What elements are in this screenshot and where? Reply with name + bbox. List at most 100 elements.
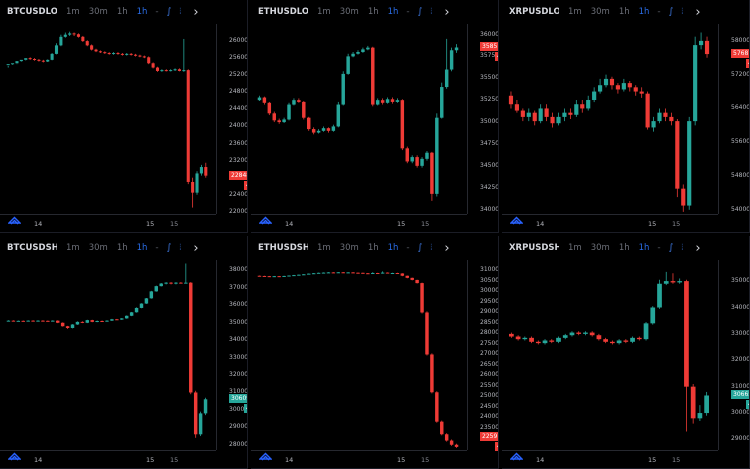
indicators-icon[interactable]: ∫ [417, 243, 423, 253]
chevron-right-icon[interactable]: › [193, 4, 199, 20]
candle-body [650, 307, 656, 324]
chart-type-dropdown[interactable]: - [155, 243, 159, 253]
indicators-icon[interactable]: ∫ [668, 243, 674, 253]
candle-body [189, 282, 193, 393]
timeframe-button[interactable]: 1h [116, 7, 128, 17]
price-axis[interactable]: 38000.0000 37000.0000 36000.0000 35000.0000… [216, 260, 248, 450]
price-axis[interactable]: 35000000.0000 34000000.0000 33000000.0000 3… [718, 260, 750, 450]
symbol-name[interactable]: ETHUSDSHORT [258, 243, 308, 253]
price-plot[interactable] [502, 260, 718, 450]
candle-body [405, 275, 409, 278]
candle-body [169, 70, 173, 72]
timeframe-button[interactable]: 1h [387, 243, 399, 253]
timeframe-button[interactable]: 1h [136, 7, 148, 17]
price-tick-label: 55600000.0000 [731, 138, 750, 146]
candle-body [297, 274, 301, 276]
chart-type-dropdown[interactable]: - [155, 7, 159, 17]
timeframe-button[interactable]: 1h [367, 243, 379, 253]
symbol-name[interactable]: BTCUSDSHORT [7, 243, 57, 253]
timeframe-button[interactable]: 1h [116, 243, 128, 253]
candles-icon[interactable]: ⦙ [179, 7, 182, 17]
candles-icon[interactable]: ⦙ [430, 7, 433, 17]
candle-body [366, 273, 370, 275]
timeframe-button[interactable]: 1m [66, 7, 80, 17]
timeframe-button[interactable]: 1m [568, 7, 582, 17]
chart-type-dropdown[interactable]: - [657, 243, 661, 253]
chevron-right-icon[interactable]: › [695, 4, 701, 20]
chevron-right-icon[interactable]: › [695, 240, 701, 256]
candle-body [139, 303, 144, 308]
time-axis[interactable]: 14 15 15 [502, 214, 718, 233]
timeframe-button[interactable]: 30m [88, 243, 108, 253]
indicators-icon[interactable]: ∫ [166, 243, 172, 253]
timeframe-button[interactable]: 1m [66, 243, 80, 253]
price-plot[interactable] [0, 260, 216, 450]
chart-toolbar: XRPUSDLON1m30m1h1h-∫⦙› [502, 0, 750, 24]
candle-body [331, 126, 336, 131]
timeframe-button[interactable]: 1h [618, 7, 630, 17]
chart-toolbar: BTCUSDSHORT1m30m1h1h-∫⦙› [0, 236, 248, 260]
price-plot[interactable] [251, 260, 467, 450]
time-axis[interactable]: 14 15 15 [0, 214, 216, 233]
symbol-name[interactable]: BTCUSDLON [7, 7, 57, 17]
candle-body [405, 148, 409, 162]
symbol-name[interactable]: XRPUSDLON [509, 7, 559, 17]
symbol-name[interactable]: XRPUSDSHORT [509, 243, 559, 253]
candle-body [371, 47, 375, 105]
chart-panel[interactable]: XRPUSDLON1m30m1h1h-∫⦙›58000000.000057200… [502, 0, 750, 233]
chart-panel[interactable]: XRPUSDSHORT1m30m1h1h-∫⦙›35000000.0000340… [502, 236, 750, 469]
chart-panel[interactable]: BTCUSDSHORT1m30m1h1h-∫⦙›38000.000037000.… [0, 236, 248, 469]
timeframe-button[interactable]: 1h [136, 243, 148, 253]
candles-icon[interactable]: ⦙ [430, 243, 433, 253]
symbol-name[interactable]: ETHUSDLON [258, 7, 308, 17]
timeframe-button[interactable]: 1m [317, 7, 331, 17]
chart-type-dropdown[interactable]: - [406, 243, 410, 253]
candle-body [356, 52, 360, 54]
indicators-icon[interactable]: ∫ [417, 7, 423, 17]
timeframe-button[interactable]: 1h [367, 7, 379, 17]
indicators-icon[interactable]: ∫ [166, 7, 172, 17]
panel-divider [251, 232, 499, 233]
chevron-right-icon[interactable]: › [444, 4, 450, 20]
price-axis[interactable]: 26000.0000 25600.0000 25200.0000 24800.0000… [216, 24, 248, 215]
chart-panel[interactable]: BTCUSDLON1m30m1h1h-∫⦙›26000.000025600.00… [0, 0, 248, 233]
price-axis[interactable]: 58000000.0000 57200000.0000 56400000.0000 5… [718, 24, 750, 214]
price-tick-label: 29000.0000 [229, 423, 248, 431]
timeframe-button[interactable]: 30m [339, 7, 359, 17]
price-tick-label: 280000.0000 [480, 329, 499, 337]
time-axis[interactable]: 14 15 15 [502, 450, 718, 469]
price-axis[interactable]: 310000.0000 305000.0000 300000.0000 295000.… [467, 260, 499, 451]
candle-body [129, 53, 133, 55]
candles-icon[interactable]: ⦙ [681, 243, 684, 253]
price-plot[interactable] [251, 24, 467, 214]
chart-type-dropdown[interactable]: - [657, 7, 661, 17]
indicators-icon[interactable]: ∫ [668, 7, 674, 17]
candles-icon[interactable]: ⦙ [179, 243, 182, 253]
chart-type-dropdown[interactable]: - [406, 7, 410, 17]
chart-panel[interactable]: ETHUSDSHORT1m30m1h1h-∫⦙›310000.000030500… [251, 236, 499, 469]
timeframe-button[interactable]: 1m [317, 243, 331, 253]
timeframe-button[interactable]: 30m [339, 243, 359, 253]
timeframe-button[interactable]: 1h [638, 243, 650, 253]
timeframe-button[interactable]: 30m [88, 7, 108, 17]
candle-body [11, 63, 15, 65]
candle-body [282, 275, 286, 277]
timeframe-button[interactable]: 1h [618, 243, 630, 253]
candles-icon[interactable]: ⦙ [681, 7, 684, 17]
timeframe-button[interactable]: 30m [590, 243, 610, 253]
time-axis[interactable]: 14 15 15 [251, 450, 467, 469]
price-plot[interactable] [0, 24, 216, 214]
chevron-right-icon[interactable]: › [193, 240, 199, 256]
price-tick-label: 31000.0000 [229, 388, 248, 396]
timeframe-button[interactable]: 1m [568, 243, 582, 253]
timeframe-button[interactable]: 1h [387, 7, 399, 17]
candle-body [110, 319, 114, 321]
chevron-right-icon[interactable]: › [444, 240, 450, 256]
price-plot[interactable] [502, 24, 718, 214]
timeframe-button[interactable]: 1h [638, 7, 650, 17]
time-axis[interactable]: 14 15 15 [251, 214, 467, 233]
price-axis[interactable]: 360000.0000 357500.0000 355000.0000 352500.… [467, 24, 499, 214]
chart-panel[interactable]: ETHUSDLON1m30m1h1h-∫⦙›360000.0000357500.… [251, 0, 499, 233]
timeframe-button[interactable]: 30m [590, 7, 610, 17]
time-axis[interactable]: 14 15 15 [0, 450, 216, 469]
